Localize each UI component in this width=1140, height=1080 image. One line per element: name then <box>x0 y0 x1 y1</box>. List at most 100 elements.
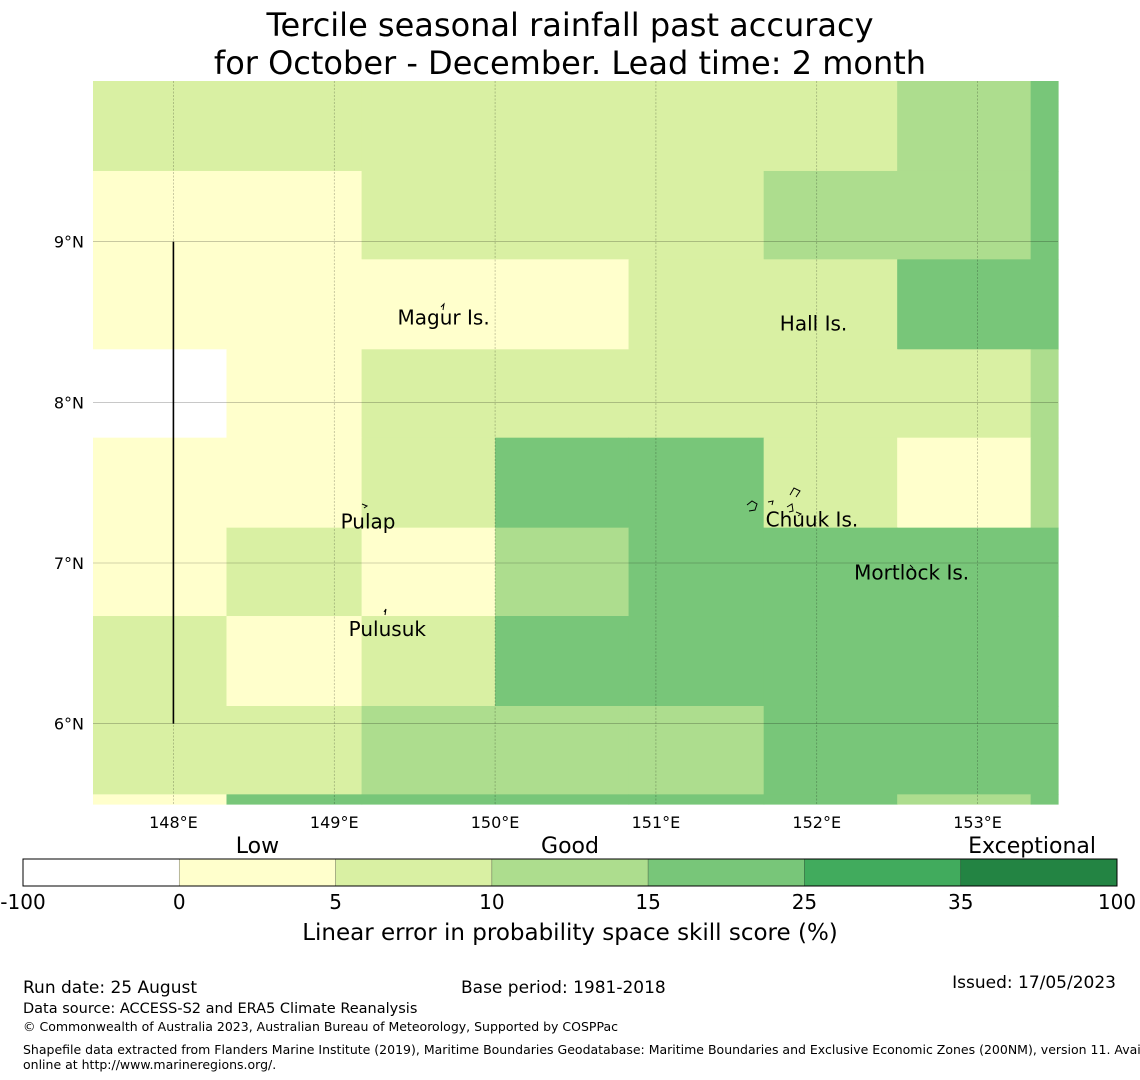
colorbar-tick-label: 10 <box>479 890 504 914</box>
place-label: Mortlock Is. <box>854 561 969 585</box>
grid-cell <box>361 705 496 795</box>
island-outline <box>909 564 914 569</box>
base-period: Base period: 1981-2018 <box>461 978 666 998</box>
grid-cell <box>628 170 765 260</box>
grid-cell <box>495 170 630 260</box>
grid-cell <box>897 527 1032 617</box>
place-label: Pulusuk <box>349 617 427 641</box>
grid-cell <box>495 259 630 350</box>
colorbar-segment <box>178 858 336 887</box>
grid-cell <box>93 170 228 260</box>
colorbar: -100 0 5 10 15 25 35 100 Low Good Exceptional <box>0 834 1136 914</box>
grid-cell <box>628 527 765 617</box>
grid-cell <box>628 705 765 795</box>
grid-cell <box>93 81 228 172</box>
grid-cell <box>763 170 898 260</box>
grid-cell <box>93 527 228 617</box>
grid-cell <box>1030 170 1059 260</box>
grid-cell <box>361 437 496 529</box>
grid-cell <box>628 259 765 350</box>
grid-cell <box>763 705 898 795</box>
grid-cell <box>361 527 496 617</box>
grid-cell <box>226 527 363 617</box>
place-label: Chuuk Is. <box>766 508 859 532</box>
grid-cell <box>495 794 630 805</box>
issued-date: Issued: 17/05/2023 <box>952 973 1116 993</box>
colorbar-tick-label: -100 <box>0 890 45 914</box>
island-outline <box>440 302 445 311</box>
grid-cell <box>1030 259 1059 350</box>
run-date: Run date: 25 August <box>23 978 197 998</box>
grid-cell <box>897 259 1032 350</box>
axis-ticks: 148°E 149°E 150°E 151°E 152°E 153°E 9°N 8°N 7°N 6… <box>54 233 1002 832</box>
island-outline <box>746 500 758 512</box>
grid-cell <box>897 794 1032 805</box>
grid-cell <box>361 616 496 707</box>
grid-cell <box>897 705 1032 795</box>
grid-cell <box>897 616 1032 707</box>
grid-cell <box>495 705 630 795</box>
grid-cell <box>763 794 898 805</box>
colorbar-tick-label: 100 <box>1098 890 1136 914</box>
grid-cell <box>93 616 228 707</box>
colorbar-tick-label: 15 <box>635 890 660 914</box>
grid-cell <box>93 349 228 439</box>
grid-cell <box>763 527 898 617</box>
grid-cell <box>1030 705 1059 795</box>
colorbar-frame <box>22 858 1118 887</box>
grid-cell <box>763 81 898 172</box>
colorbar-segment <box>804 858 962 887</box>
island-outline <box>789 487 801 498</box>
grid-cell <box>226 349 363 439</box>
colorbar-segment <box>335 858 493 887</box>
shapefile-credit-line-1: Shapefile data extracted from Flanders M… <box>23 1042 1140 1057</box>
grid-cell <box>361 349 496 439</box>
grid-cell <box>763 259 898 350</box>
grid-cell <box>495 437 630 529</box>
grid-cell <box>93 705 228 795</box>
colorbar-segment <box>647 858 805 887</box>
grid-cell <box>1030 349 1059 439</box>
grid-cell <box>226 170 363 260</box>
grid-cell <box>226 437 363 529</box>
graticule <box>93 81 1058 804</box>
grid-cell <box>1030 437 1059 529</box>
place-label: Hall Is. <box>780 312 847 336</box>
grid-cell <box>93 794 228 805</box>
lon-tick-label: 148°E <box>149 813 198 832</box>
grid-cell <box>495 527 630 617</box>
grid-cell <box>628 81 765 172</box>
grid-cell <box>1030 527 1059 617</box>
colorbar-tick-label: 0 <box>173 890 186 914</box>
island-outline <box>795 511 803 517</box>
grid-cell <box>897 81 1032 172</box>
colorbar-segment <box>960 858 1118 887</box>
colorbar-tick-label: 25 <box>792 890 817 914</box>
grid-cell <box>361 81 496 172</box>
title-line-1: Tercile seasonal rainfall past accuracy <box>266 6 874 44</box>
grid-cell <box>226 794 363 805</box>
grid-cell <box>361 170 496 260</box>
title-line-2: for October - December. Lead time: 2 mon… <box>213 44 927 82</box>
island-outline <box>786 503 794 513</box>
island-outline <box>361 503 369 509</box>
grid-cell <box>1030 794 1059 805</box>
grid-cell <box>897 437 1032 529</box>
category-label: Low <box>236 834 279 859</box>
grid-cell <box>1030 616 1059 707</box>
grid-cell <box>226 705 363 795</box>
copyright: © Commonwealth of Australia 2023, Austra… <box>23 1019 618 1034</box>
skill-map: Magur Is. Hall Is. Pulap Chuuk Is. Mortlock … <box>0 81 1136 914</box>
colorbar-tick-label: 35 <box>948 890 973 914</box>
legend-title: Linear error in probability space skill … <box>302 920 838 946</box>
grid-cell <box>93 259 228 350</box>
grid-cell <box>226 81 363 172</box>
category-label: Good <box>541 834 599 859</box>
colorbar-segment <box>22 858 180 887</box>
skill-grid <box>93 81 1059 805</box>
place-labels: Magur Is. Hall Is. Pulap Chuuk Is. Mortlock … <box>341 305 970 641</box>
grid-cell <box>763 437 898 529</box>
grid-cell <box>628 437 765 529</box>
lat-tick-label: 8°N <box>54 393 84 412</box>
grid-cell <box>226 259 363 350</box>
